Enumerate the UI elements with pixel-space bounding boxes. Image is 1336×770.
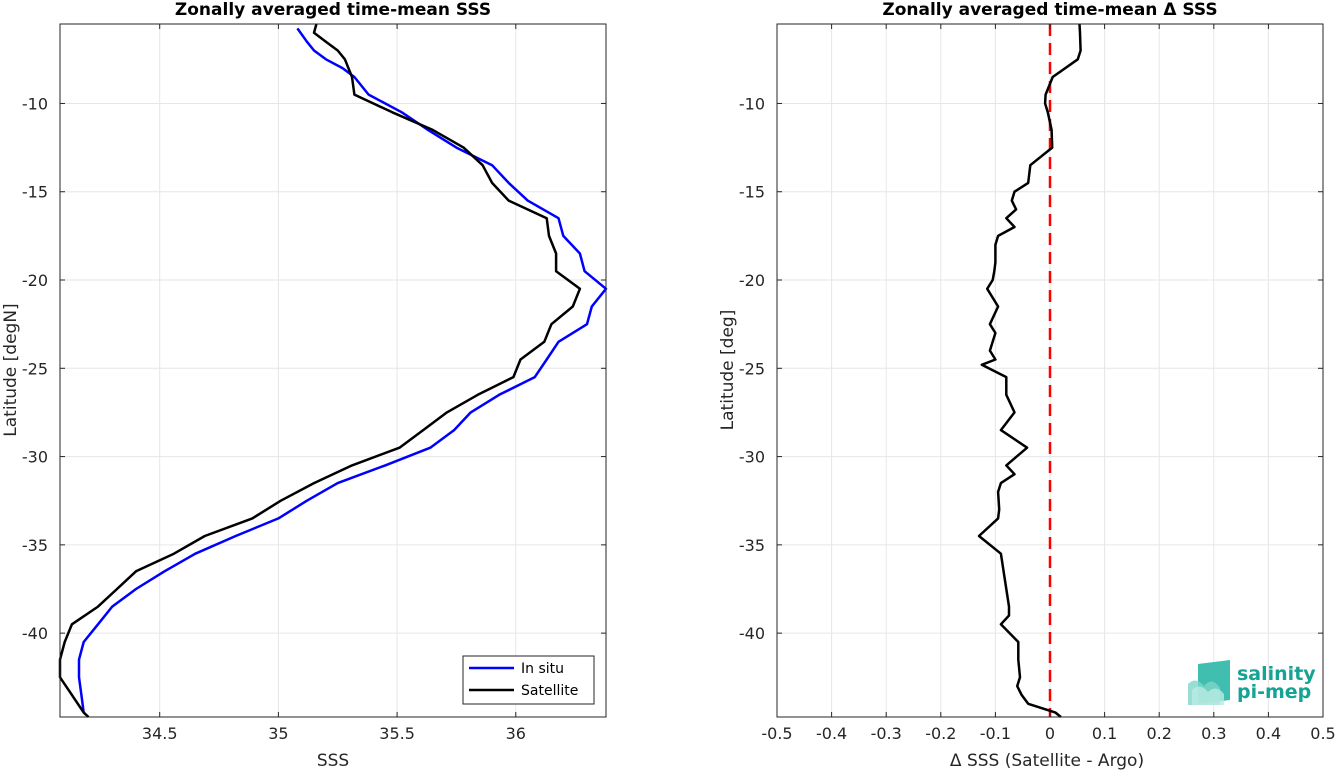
y-tick-label: -20 bbox=[739, 271, 765, 290]
x-tick-label: 0.5 bbox=[1310, 724, 1335, 743]
ticks-sss: 34.5 35 35.5 36 -10 -15 -20 -25 -30 -35 -40 bbox=[22, 24, 606, 743]
x-tick-label: -0.2 bbox=[925, 724, 956, 743]
x-tick-label: 35.5 bbox=[379, 724, 415, 743]
y-tick-label: -10 bbox=[22, 94, 48, 113]
y-tick-label: -30 bbox=[22, 448, 48, 467]
x-tick-label: 0.3 bbox=[1201, 724, 1226, 743]
x-tick-label: -0.3 bbox=[871, 724, 902, 743]
x-tick-label: 0.1 bbox=[1092, 724, 1117, 743]
series-group-delta bbox=[977, 23, 1082, 718]
salinity-pi-mep-logo: salinity pi-mep bbox=[1188, 660, 1316, 705]
y-tick-label: -25 bbox=[22, 359, 48, 378]
y-tick-label: -40 bbox=[22, 624, 48, 643]
y-tick-label: -35 bbox=[739, 536, 765, 555]
legend-label-insitu: In situ bbox=[521, 661, 564, 677]
series-line-delta bbox=[977, 23, 1082, 718]
x-tick-label: 0 bbox=[1045, 724, 1055, 743]
y-axis-label-sss: Latitude [degN] bbox=[1, 303, 21, 436]
chart-title-delta: Zonally averaged time-mean Δ SSS bbox=[882, 0, 1217, 20]
series-group-sss bbox=[58, 23, 608, 718]
chart-title-sss: Zonally averaged time-mean SSS bbox=[175, 0, 491, 20]
x-tick-label: 0.2 bbox=[1146, 724, 1171, 743]
panel-sss: 34.5 35 35.5 36 -10 -15 -20 -25 -30 -35 -40 Zonall… bbox=[1, 0, 608, 770]
legend: In situ Satellite bbox=[462, 655, 595, 705]
y-axis-label-delta: Latitude [deg] bbox=[718, 310, 738, 431]
series-line-satellite bbox=[58, 23, 582, 718]
series-line-in-situ bbox=[77, 27, 608, 713]
svg-text:salinity: salinity bbox=[1237, 663, 1316, 685]
y-tick-label: -15 bbox=[739, 183, 765, 202]
x-axis-label-delta: Δ SSS (Satellite - Argo) bbox=[950, 751, 1144, 770]
x-tick-label: -0.1 bbox=[980, 724, 1011, 743]
y-tick-label: -15 bbox=[22, 183, 48, 202]
svg-text:pi-mep: pi-mep bbox=[1237, 681, 1311, 703]
x-tick-label: 34.5 bbox=[142, 724, 178, 743]
legend-label-satellite: Satellite bbox=[521, 683, 578, 699]
grid-sss bbox=[60, 24, 606, 717]
panel-delta-sss: -0.5 -0.4 -0.3 -0.2 -0.1 0 0.1 0.2 0.3 0.4 0.5 -10 -… bbox=[718, 0, 1336, 770]
y-tick-label: -30 bbox=[739, 448, 765, 467]
x-tick-label: 35 bbox=[268, 724, 288, 743]
ticks-delta: -0.5 -0.4 -0.3 -0.2 -0.1 0 0.1 0.2 0.3 0.4 0.5 -10 -… bbox=[739, 24, 1336, 743]
y-tick-label: -35 bbox=[22, 536, 48, 555]
y-tick-label: -25 bbox=[739, 359, 765, 378]
y-tick-label: -40 bbox=[739, 624, 765, 643]
legend-box bbox=[462, 655, 595, 705]
x-tick-label: 36 bbox=[506, 724, 526, 743]
x-axis-label-sss: SSS bbox=[317, 751, 349, 770]
y-tick-label: -20 bbox=[22, 271, 48, 290]
x-tick-label: 0.4 bbox=[1256, 724, 1281, 743]
x-tick-label: -0.4 bbox=[816, 724, 847, 743]
y-tick-label: -10 bbox=[739, 94, 765, 113]
axes-box-sss bbox=[59, 23, 607, 718]
plot-area-sss bbox=[60, 24, 606, 717]
x-tick-label: -0.5 bbox=[761, 724, 792, 743]
